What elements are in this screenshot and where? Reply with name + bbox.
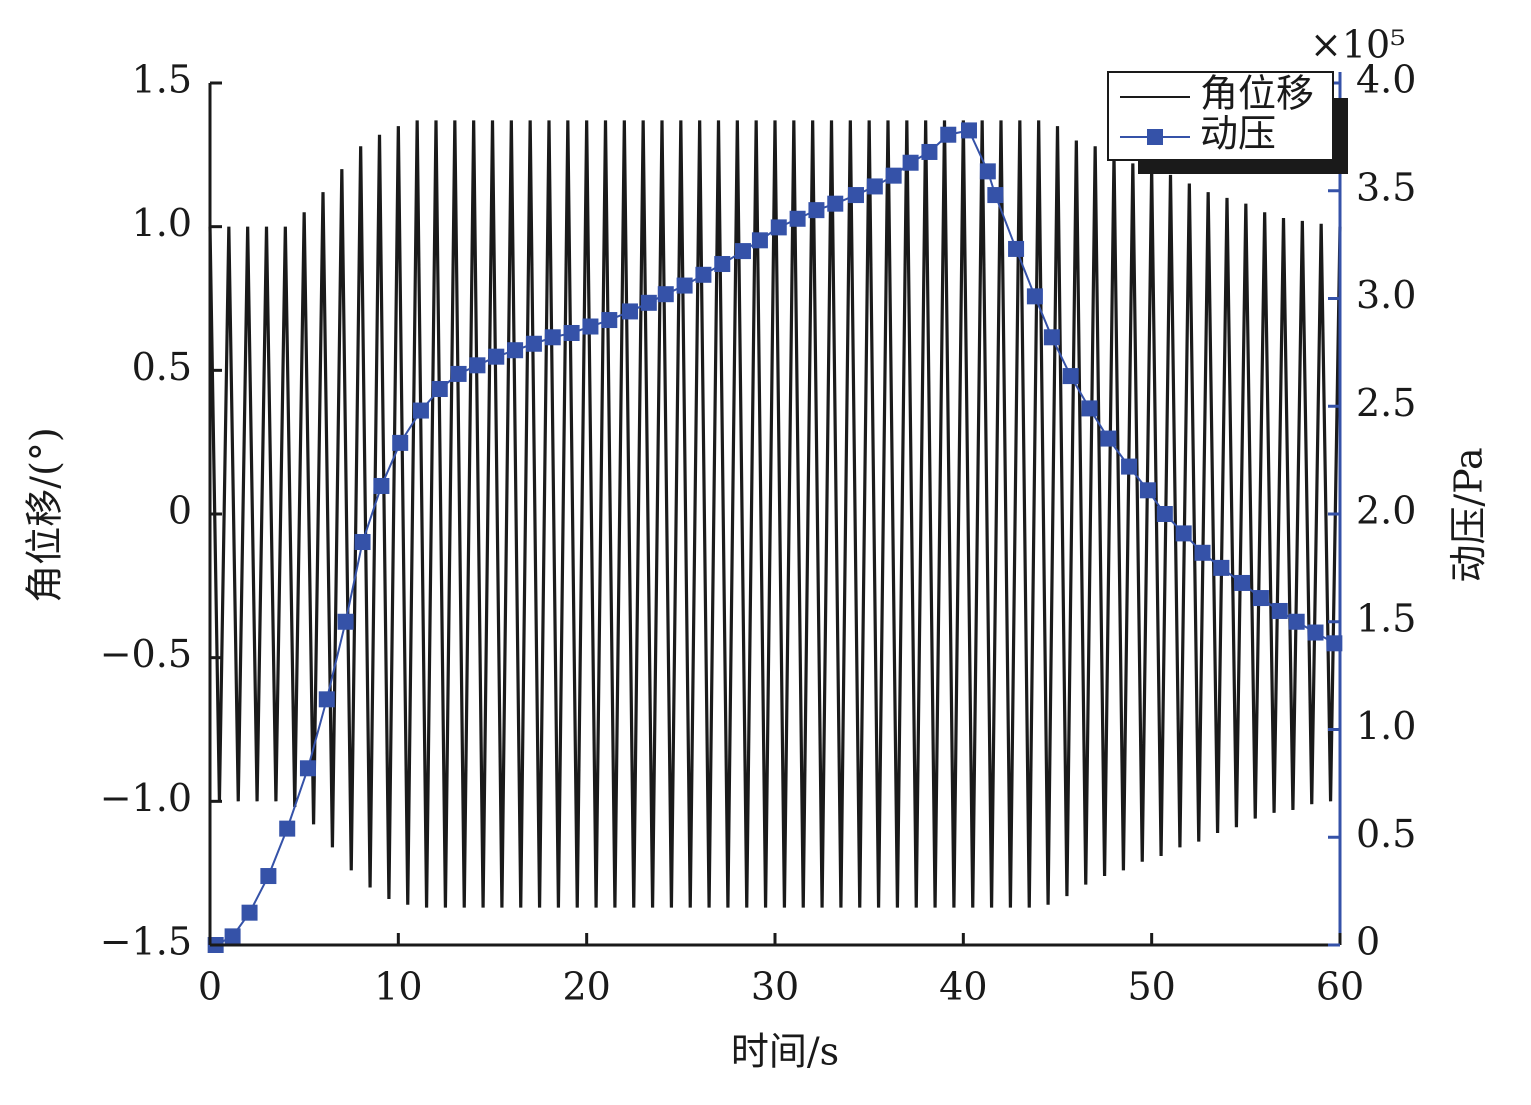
marker [507,342,524,359]
y2-tick-label: 3.5 [1356,165,1416,209]
marker [921,143,938,160]
marker [431,381,448,398]
marker [987,187,1004,204]
marker [469,357,486,374]
x-tick-label: 50 [1127,965,1175,1009]
marker [582,318,599,335]
marker [695,266,712,283]
marker [979,163,996,180]
x-axis-label: 时间/s [731,1030,839,1074]
marker [260,868,277,885]
marker [1213,559,1230,576]
marker [734,243,751,260]
marker [1194,544,1211,561]
marker [751,232,768,249]
y2-tick-label: 2.0 [1356,489,1416,533]
marker [827,195,844,212]
y2-tick-label: 0.5 [1356,812,1416,856]
marker [224,928,241,945]
marker [621,303,638,320]
marker [1271,602,1288,619]
marker [847,187,864,204]
y-tick-label: 1.0 [132,201,192,245]
y2-tick-label: 1.0 [1356,704,1416,748]
marker [525,335,542,352]
y2-multiplier: ×10⁵ [1310,23,1405,67]
y2-tick-label: 0 [1356,920,1380,964]
marker [450,365,467,382]
y-axis-label: 角位移/(°) [23,427,67,602]
x-tick-label: 30 [751,965,799,1009]
marker [940,126,957,143]
marker [676,277,693,294]
legend-marker [1147,129,1163,145]
marker [299,760,316,777]
marker [789,210,806,227]
y2-tick-label: 2.5 [1356,381,1416,425]
legend-label: 动压 [1200,112,1276,156]
y2-tick-label: 4.0 [1356,58,1416,102]
marker [1326,635,1343,652]
marker [563,324,580,341]
marker [808,202,825,219]
x-tick-label: 60 [1316,965,1364,1009]
y-tick-label: −1.5 [100,920,192,964]
marker [902,154,919,171]
x-tick-label: 20 [562,965,610,1009]
marker [392,434,409,451]
y-tick-label: −0.5 [100,632,192,676]
marker [1062,368,1079,385]
marker [337,613,354,630]
y2-tick-label: 1.5 [1356,596,1416,640]
marker [866,178,883,195]
marker [1081,400,1098,417]
marker [770,219,787,236]
marker [488,348,505,365]
marker [714,256,731,273]
legend-label: 角位移 [1200,72,1314,116]
marker [241,904,258,921]
marker [1139,482,1156,499]
marker [960,122,977,139]
marker [1252,590,1269,607]
x-tick-label: 0 [198,965,222,1009]
x-tick-label: 40 [939,965,987,1009]
marker [1043,329,1060,346]
y-tick-label: 1.5 [132,58,192,102]
marker [601,312,618,329]
marker [1026,288,1043,305]
marker [885,167,902,184]
marker [354,534,371,551]
y-tick-label: 0 [168,489,192,533]
marker [1288,613,1305,630]
y2-tick-label: 3.0 [1356,273,1416,317]
marker [1175,525,1192,542]
marker [1234,574,1251,591]
marker [1008,240,1025,257]
legend-box [1107,71,1334,161]
x-tick-label: 10 [374,965,422,1009]
marker [657,286,674,303]
marker [1121,458,1138,475]
marker [1156,506,1173,522]
marker [544,329,561,346]
marker [318,691,335,708]
y-tick-label: −1.0 [100,776,192,820]
marker [279,820,296,837]
y2-axis-label: 动压/Pa [1447,447,1491,582]
y-tick-label: 0.5 [132,345,192,389]
marker [373,477,390,494]
marker [1307,624,1324,641]
marker [412,402,429,419]
marker [640,294,657,311]
marker [1100,430,1117,447]
